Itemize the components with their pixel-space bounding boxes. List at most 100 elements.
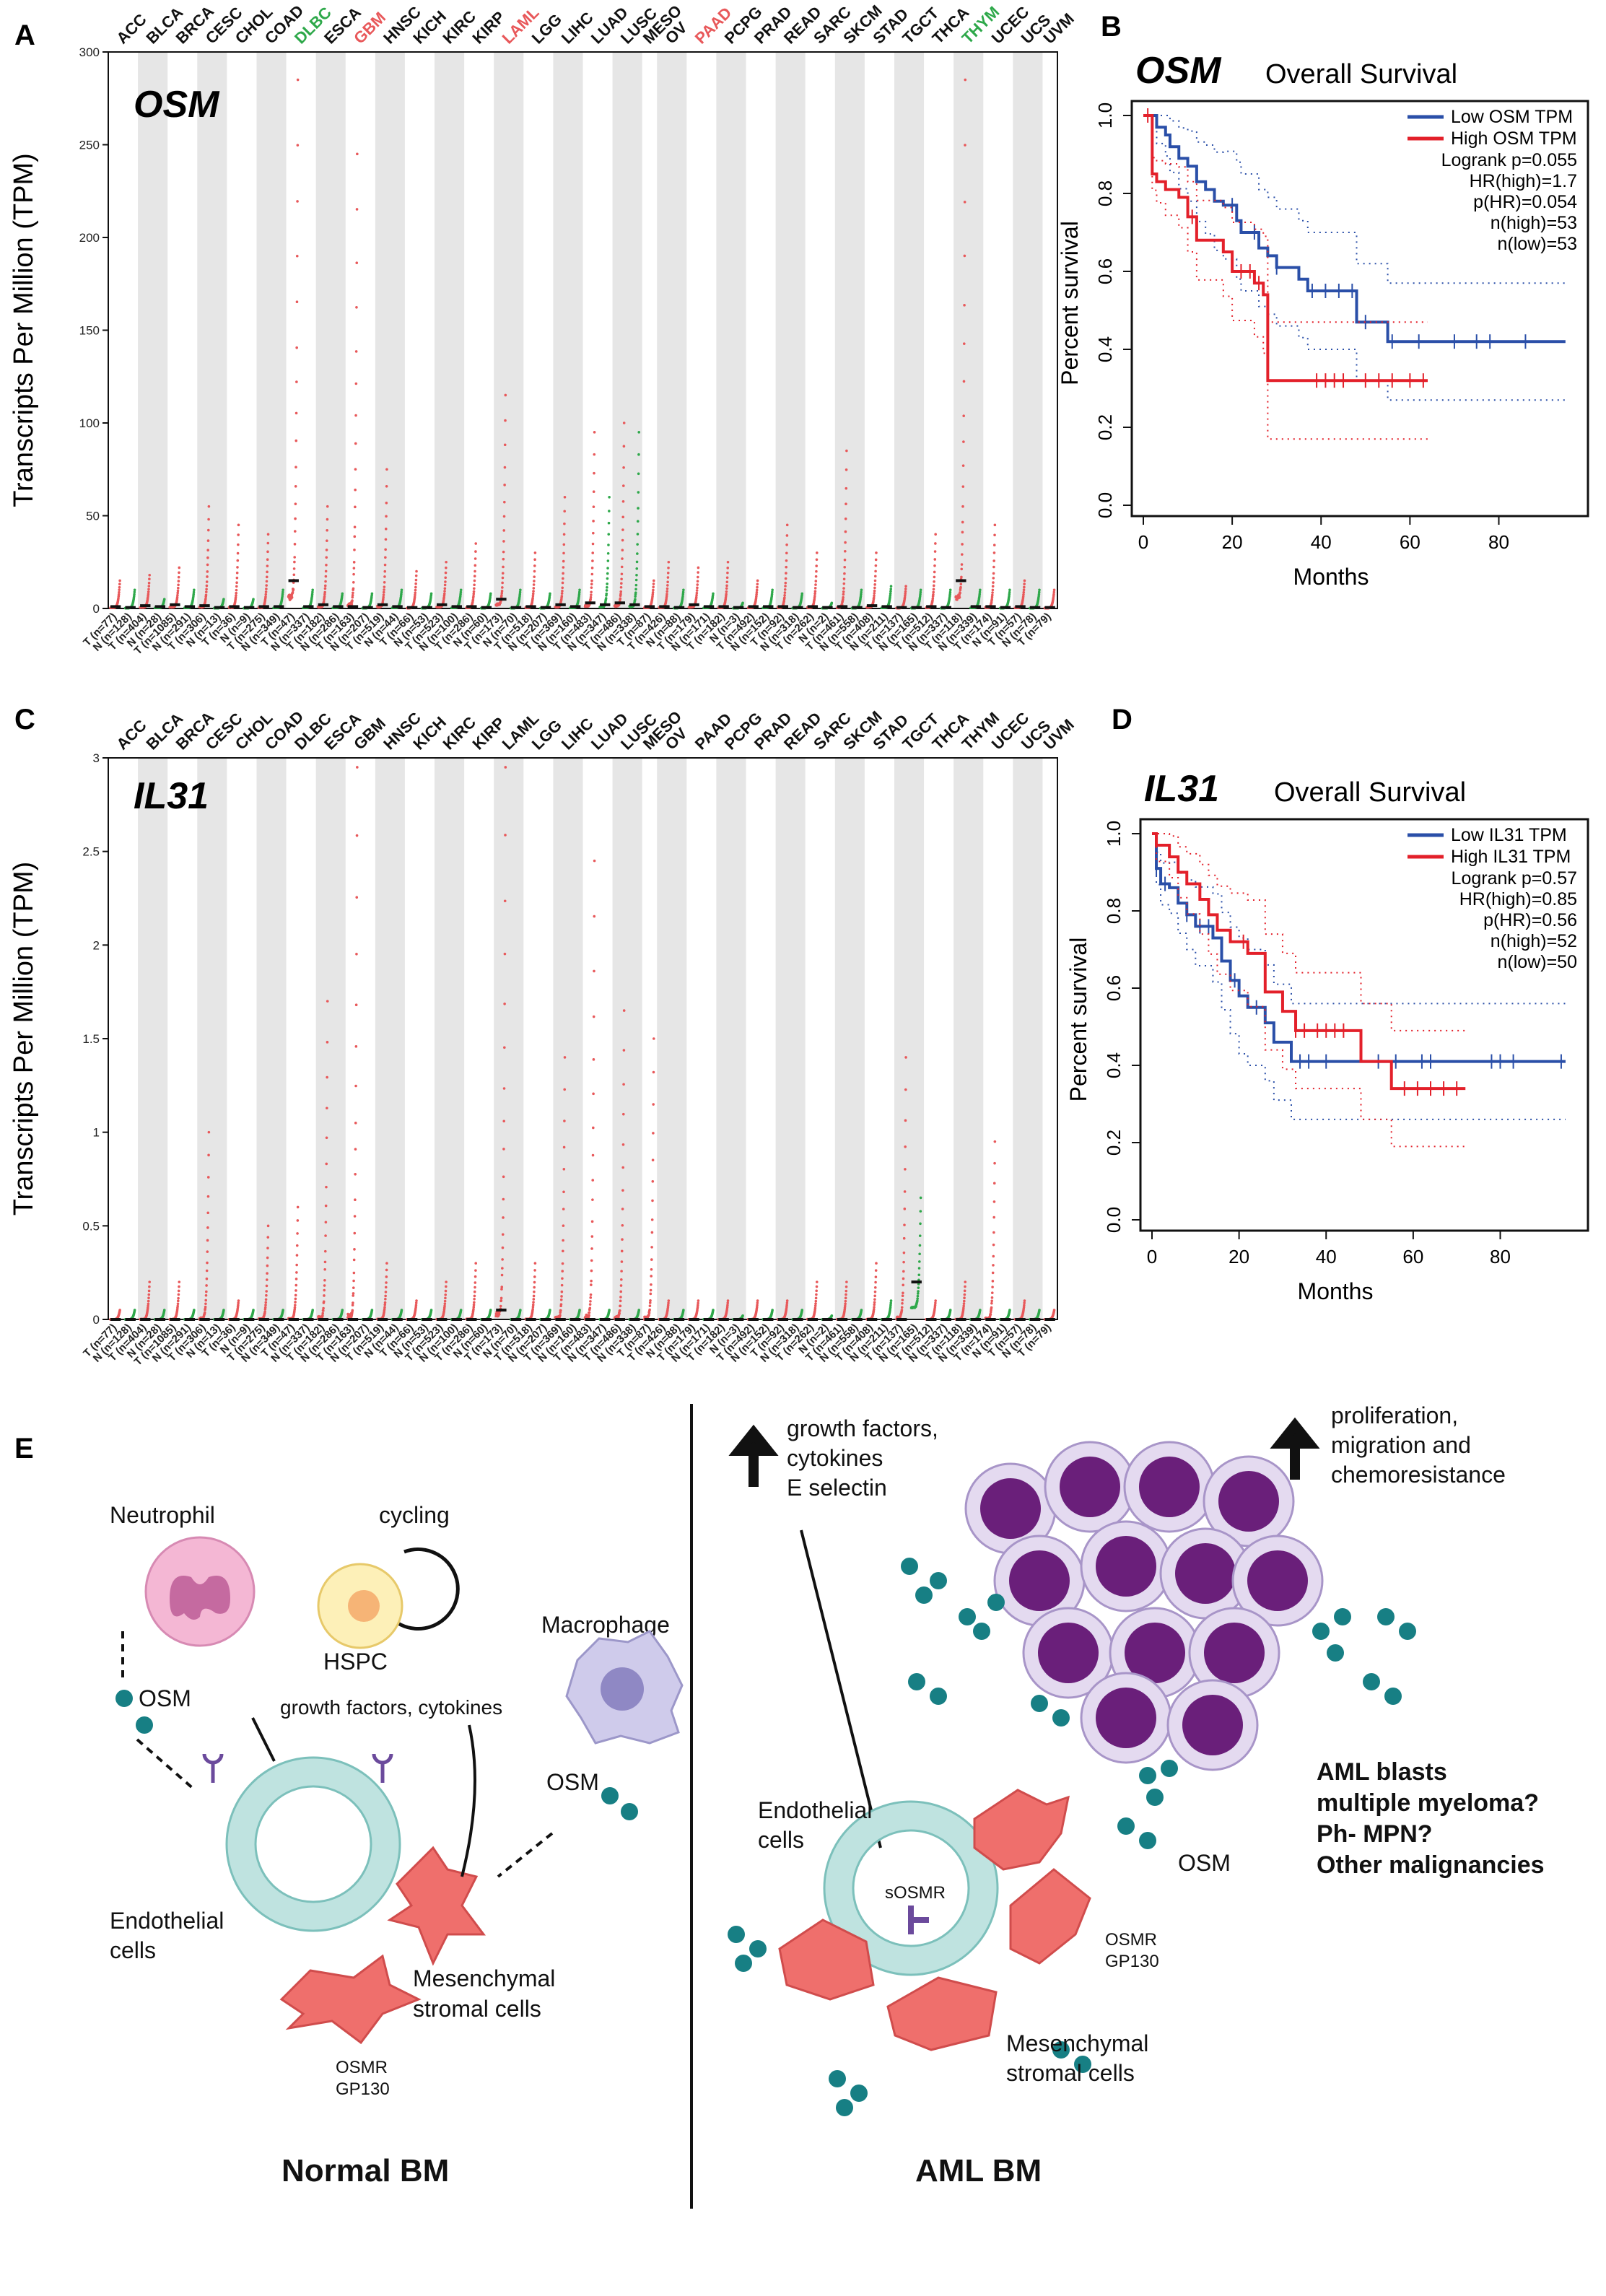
data-point <box>205 1290 208 1293</box>
y-tick-label: 50 <box>86 510 100 523</box>
data-point <box>177 575 180 579</box>
data-point <box>282 590 284 594</box>
data-point <box>133 590 136 594</box>
data-point <box>326 1106 328 1110</box>
cancer-type-label: KIRC <box>439 7 479 48</box>
data-point <box>741 601 744 605</box>
data-point <box>621 1166 624 1169</box>
data-point <box>325 1136 328 1140</box>
data-point <box>593 471 595 475</box>
data-point <box>354 350 358 353</box>
data-point <box>651 1199 654 1202</box>
data-point <box>444 1289 448 1293</box>
data-point <box>697 575 699 579</box>
data-point <box>293 560 296 564</box>
data-point <box>443 1304 446 1308</box>
data-point <box>932 593 935 596</box>
data-point <box>561 1262 564 1265</box>
data-point <box>533 564 536 567</box>
data-point <box>785 534 789 537</box>
data-point <box>264 595 267 598</box>
data-point <box>589 1293 593 1296</box>
data-point <box>384 1297 387 1301</box>
data-point <box>384 1294 387 1298</box>
data-point <box>356 766 359 769</box>
data-point <box>622 445 626 448</box>
data-point <box>637 491 640 494</box>
data-point <box>472 1306 476 1309</box>
data-point <box>844 530 847 533</box>
data-point <box>874 558 878 562</box>
data-point <box>502 1175 505 1179</box>
data-point <box>118 590 121 594</box>
data-point <box>501 1267 504 1270</box>
data-point <box>311 1309 315 1311</box>
data-point <box>519 1309 522 1311</box>
data-point <box>531 596 534 600</box>
data-point <box>205 580 209 583</box>
data-point <box>354 488 357 492</box>
data-point <box>784 585 787 588</box>
data-point <box>442 592 446 595</box>
data-point <box>118 588 121 591</box>
data-point <box>473 579 476 582</box>
data-point <box>845 486 848 490</box>
data-point <box>266 1256 269 1260</box>
data-point <box>593 431 596 434</box>
data-point <box>133 588 136 592</box>
data-point <box>264 1304 267 1306</box>
data-point <box>503 1003 506 1005</box>
data-point <box>622 1049 626 1052</box>
data-point <box>815 551 819 554</box>
data-point <box>294 502 297 505</box>
data-point <box>619 1296 622 1298</box>
data-point <box>532 583 536 586</box>
data-point <box>323 593 326 596</box>
data-point <box>472 592 476 595</box>
data-point <box>652 579 655 582</box>
data-point <box>502 1119 506 1123</box>
data-point <box>235 576 239 580</box>
data-point <box>147 1293 151 1296</box>
data-point <box>606 567 609 569</box>
data-point <box>443 1302 447 1306</box>
data-point <box>652 1103 655 1106</box>
data-point <box>503 1046 506 1049</box>
data-point <box>383 569 387 573</box>
data-point <box>592 1058 595 1061</box>
data-point <box>755 590 759 594</box>
data-point <box>118 579 121 582</box>
data-point <box>205 1284 208 1287</box>
data-point <box>326 528 328 532</box>
data-point <box>354 1122 357 1125</box>
data-point <box>500 1286 504 1288</box>
data-point <box>326 1075 328 1079</box>
data-point <box>873 586 876 590</box>
data-point <box>400 588 403 592</box>
data-point <box>382 593 385 597</box>
data-point <box>383 585 386 588</box>
data-point <box>561 581 564 585</box>
data-point <box>695 591 699 595</box>
data-point <box>266 1224 270 1228</box>
data-point <box>445 1285 448 1288</box>
data-point <box>293 543 297 546</box>
data-point <box>561 1270 564 1273</box>
data-point <box>147 588 150 591</box>
data-point <box>813 586 817 590</box>
data-point <box>620 1249 624 1253</box>
data-point <box>666 571 670 575</box>
data-point <box>560 592 564 595</box>
data-point <box>176 589 180 593</box>
data-point <box>619 1299 622 1303</box>
data-point <box>414 591 417 595</box>
data-point <box>590 579 593 582</box>
data-point <box>266 558 269 561</box>
data-point <box>205 590 208 593</box>
data-point <box>591 1179 595 1182</box>
data-point <box>562 1145 566 1149</box>
data-point <box>562 566 565 569</box>
data-point <box>621 484 625 487</box>
data-point <box>504 766 507 769</box>
